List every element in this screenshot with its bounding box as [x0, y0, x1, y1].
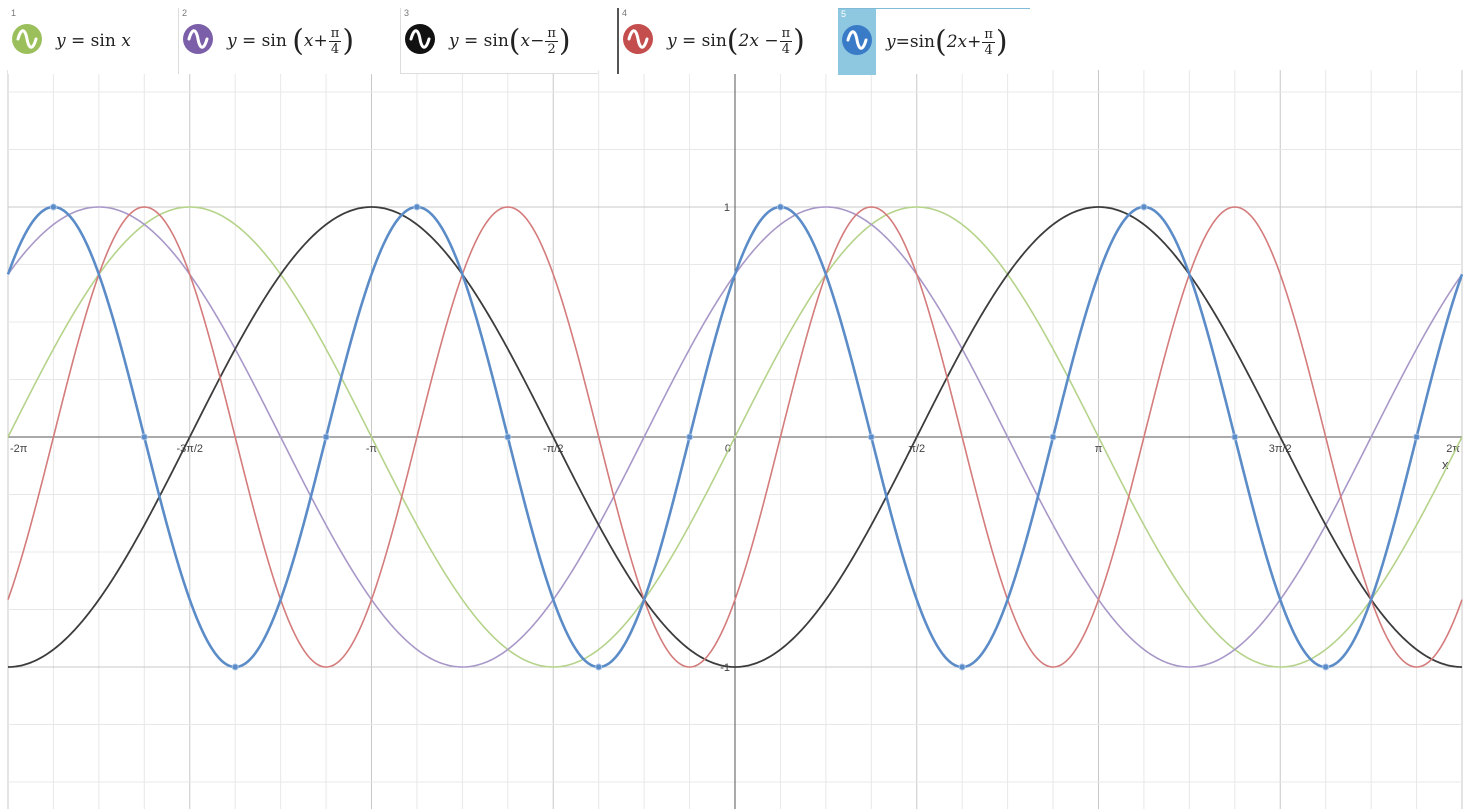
expression-formula[interactable]: y = sin (x+ π 4) — [227, 23, 355, 59]
curve-point — [1140, 203, 1148, 211]
curve-point — [1413, 433, 1421, 441]
curve-series-1 — [7, 206, 1463, 668]
curve-series-5 — [6, 205, 1464, 669]
x-tick-label: -3π/2 — [176, 443, 203, 455]
expression-item-4[interactable]: 4 y = sin(2x − π 4) — [617, 8, 829, 74]
curve-series-4 — [7, 206, 1463, 668]
sine-wave-icon[interactable] — [842, 25, 872, 55]
expression-index: 3 — [404, 8, 410, 18]
expression-index: 1 — [11, 8, 17, 18]
curve-point — [1231, 433, 1239, 441]
x-tick-label: 3π/2 — [1269, 443, 1292, 455]
sine-wave-icon[interactable] — [623, 24, 653, 54]
curve-point — [776, 203, 784, 211]
expression-formula[interactable]: y = sin(x− π 2) — [449, 23, 571, 59]
x-tick-label: -π — [366, 443, 378, 455]
x-axis-label: x — [1442, 457, 1449, 472]
expression-formula[interactable]: y = sin x — [56, 31, 131, 51]
expression-item-3[interactable]: 3 y = sin(x− π 2) — [400, 8, 598, 74]
expression-index: 2 — [182, 8, 188, 18]
curve-point — [867, 433, 875, 441]
expression-item-2[interactable]: 2 y = sin (x+ π 4) — [178, 8, 390, 74]
expression-icon-box[interactable]: 5 — [838, 9, 876, 75]
x-tick-label: 0 — [725, 443, 731, 455]
y-tick-label: 1 — [724, 202, 730, 214]
expression-icon-box[interactable]: 4 — [619, 8, 657, 74]
sine-wave-icon[interactable] — [12, 24, 42, 54]
x-tick-label: -2π — [10, 443, 28, 455]
curve-point — [958, 663, 966, 671]
expression-icon-box[interactable]: 1 — [8, 8, 46, 74]
sine-wave-icon[interactable] — [405, 24, 435, 54]
expression-formula[interactable]: y=sin(2x+ π 4) — [886, 24, 1008, 60]
curve-point — [686, 433, 694, 441]
expression-item-5[interactable]: 5 y=sin(2x+ π 4) — [838, 8, 1030, 75]
expression-icon-box[interactable]: 2 — [179, 8, 217, 74]
expression-index: 4 — [622, 8, 628, 18]
curve-point — [231, 663, 239, 671]
expression-index: 5 — [841, 9, 847, 19]
curve-point — [1322, 663, 1330, 671]
curve-point — [595, 663, 603, 671]
curve-point — [49, 203, 57, 211]
expression-formula[interactable]: y = sin(2x − π 4) — [667, 23, 805, 59]
curve-point — [140, 433, 148, 441]
curve-point — [504, 433, 512, 441]
curve-series-3 — [7, 206, 1463, 668]
expression-item-1[interactable]: 1 y = sin x — [8, 8, 168, 74]
sine-wave-icon[interactable] — [183, 24, 213, 54]
y-tick-label: -1 — [720, 662, 730, 674]
curve-point — [413, 203, 421, 211]
x-tick-label: π — [1095, 443, 1103, 455]
expression-icon-box[interactable]: 3 — [401, 8, 439, 74]
curve-point — [1049, 433, 1057, 441]
curve-point — [322, 433, 330, 441]
